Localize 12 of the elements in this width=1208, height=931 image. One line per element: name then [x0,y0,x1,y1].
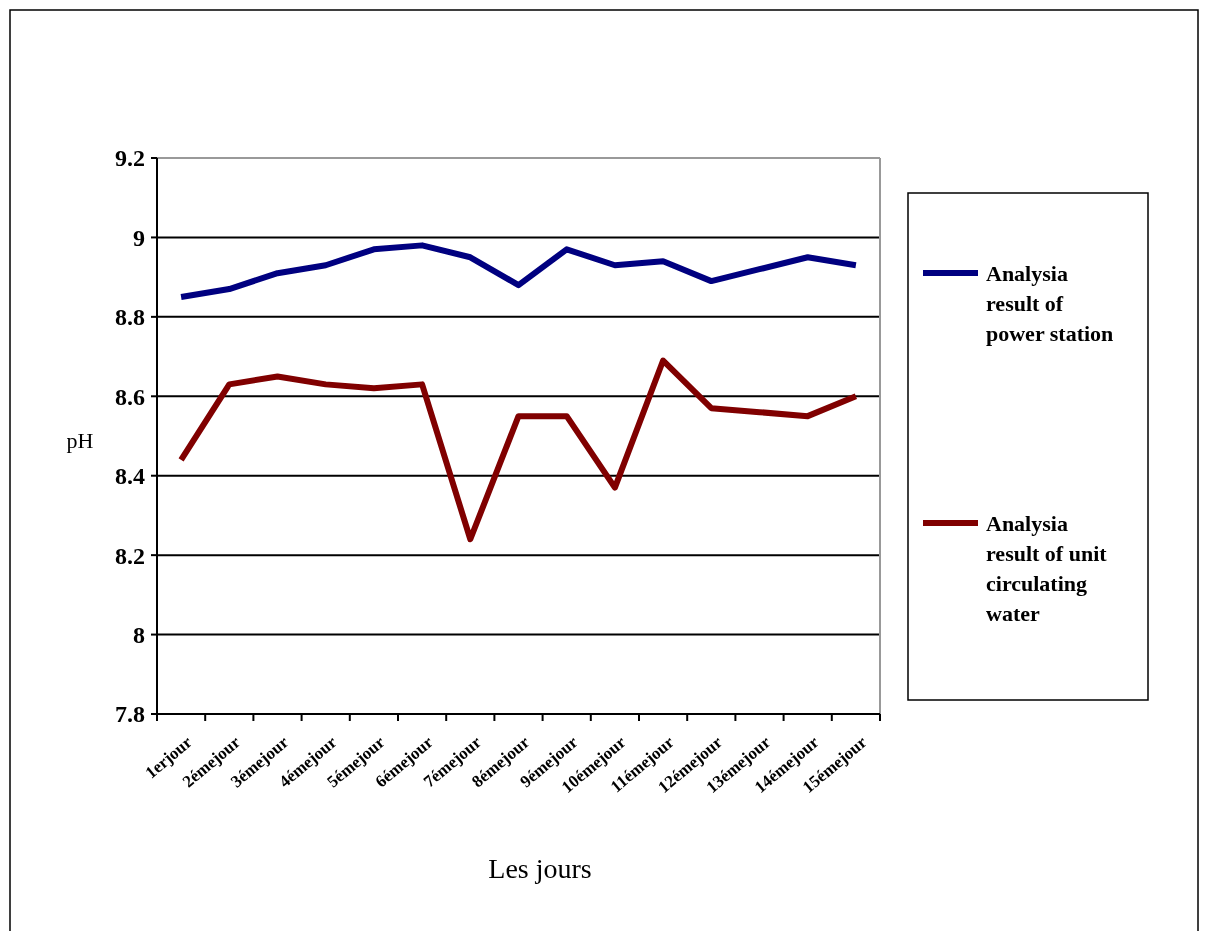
y-tick-label: 8.6 [115,383,145,410]
legend-label: Analysia result of unit circulating water [986,510,1108,626]
y-axis-title: pH [66,427,94,453]
y-tick-label: 8.2 [115,542,145,569]
y-tick-label: 7.8 [115,701,145,728]
y-tick-label: 9.2 [115,145,145,172]
x-axis-title: Les jours [488,852,592,884]
y-tick-label: 8.8 [115,304,145,331]
legend-label: Analysia result of power station [986,260,1114,346]
y-tick-label: 8 [133,621,145,648]
y-tick-label: 8.4 [115,463,145,490]
y-tick-label: 9 [133,224,145,251]
